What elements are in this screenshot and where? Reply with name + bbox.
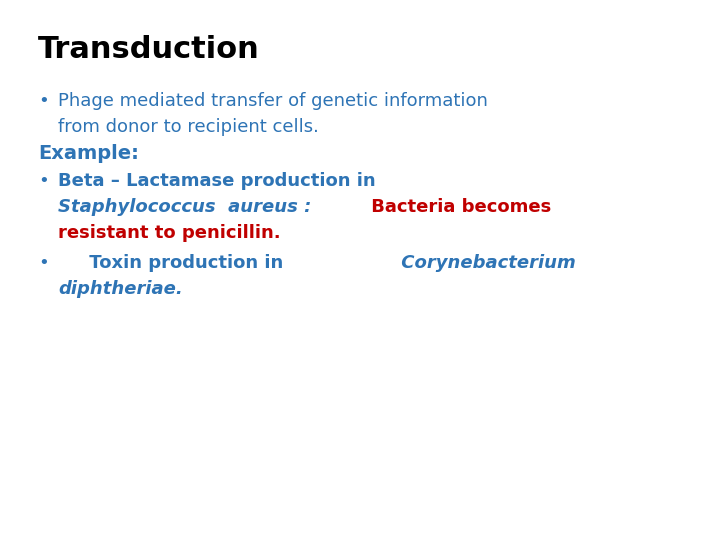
Text: Bacteria becomes: Bacteria becomes [365,198,552,216]
Text: Toxin production in: Toxin production in [58,254,283,272]
Text: diphtheriae.: diphtheriae. [58,280,183,298]
Text: •: • [38,172,49,190]
Text: Staphylococcus  aureus :: Staphylococcus aureus : [58,198,311,216]
Text: Beta – Lactamase production in: Beta – Lactamase production in [58,172,376,190]
Text: •: • [38,254,49,272]
Text: •: • [38,92,49,110]
Text: resistant to penicillin.: resistant to penicillin. [58,224,281,242]
Text: Phage mediated transfer of genetic information: Phage mediated transfer of genetic infor… [58,92,488,110]
Text: from donor to recipient cells.: from donor to recipient cells. [58,118,319,136]
Text: Transduction: Transduction [38,35,260,64]
Text: Corynebacterium: Corynebacterium [395,254,576,272]
Text: Example:: Example: [38,144,139,163]
